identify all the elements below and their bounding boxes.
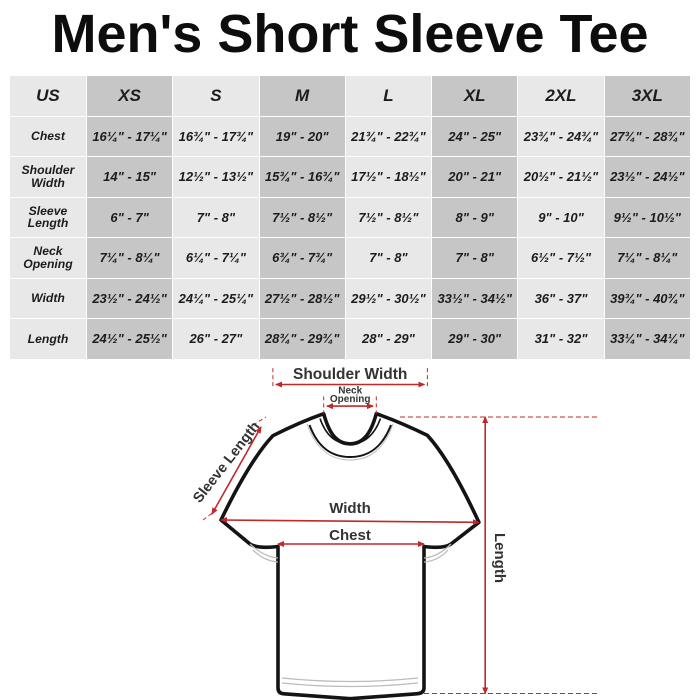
- svg-text:Length: Length: [491, 533, 508, 583]
- svg-text:Shoulder Width: Shoulder Width: [293, 366, 407, 383]
- svg-text:Width: Width: [329, 500, 371, 517]
- svg-text:Chest: Chest: [329, 527, 371, 544]
- svg-text:Opening: Opening: [330, 394, 371, 405]
